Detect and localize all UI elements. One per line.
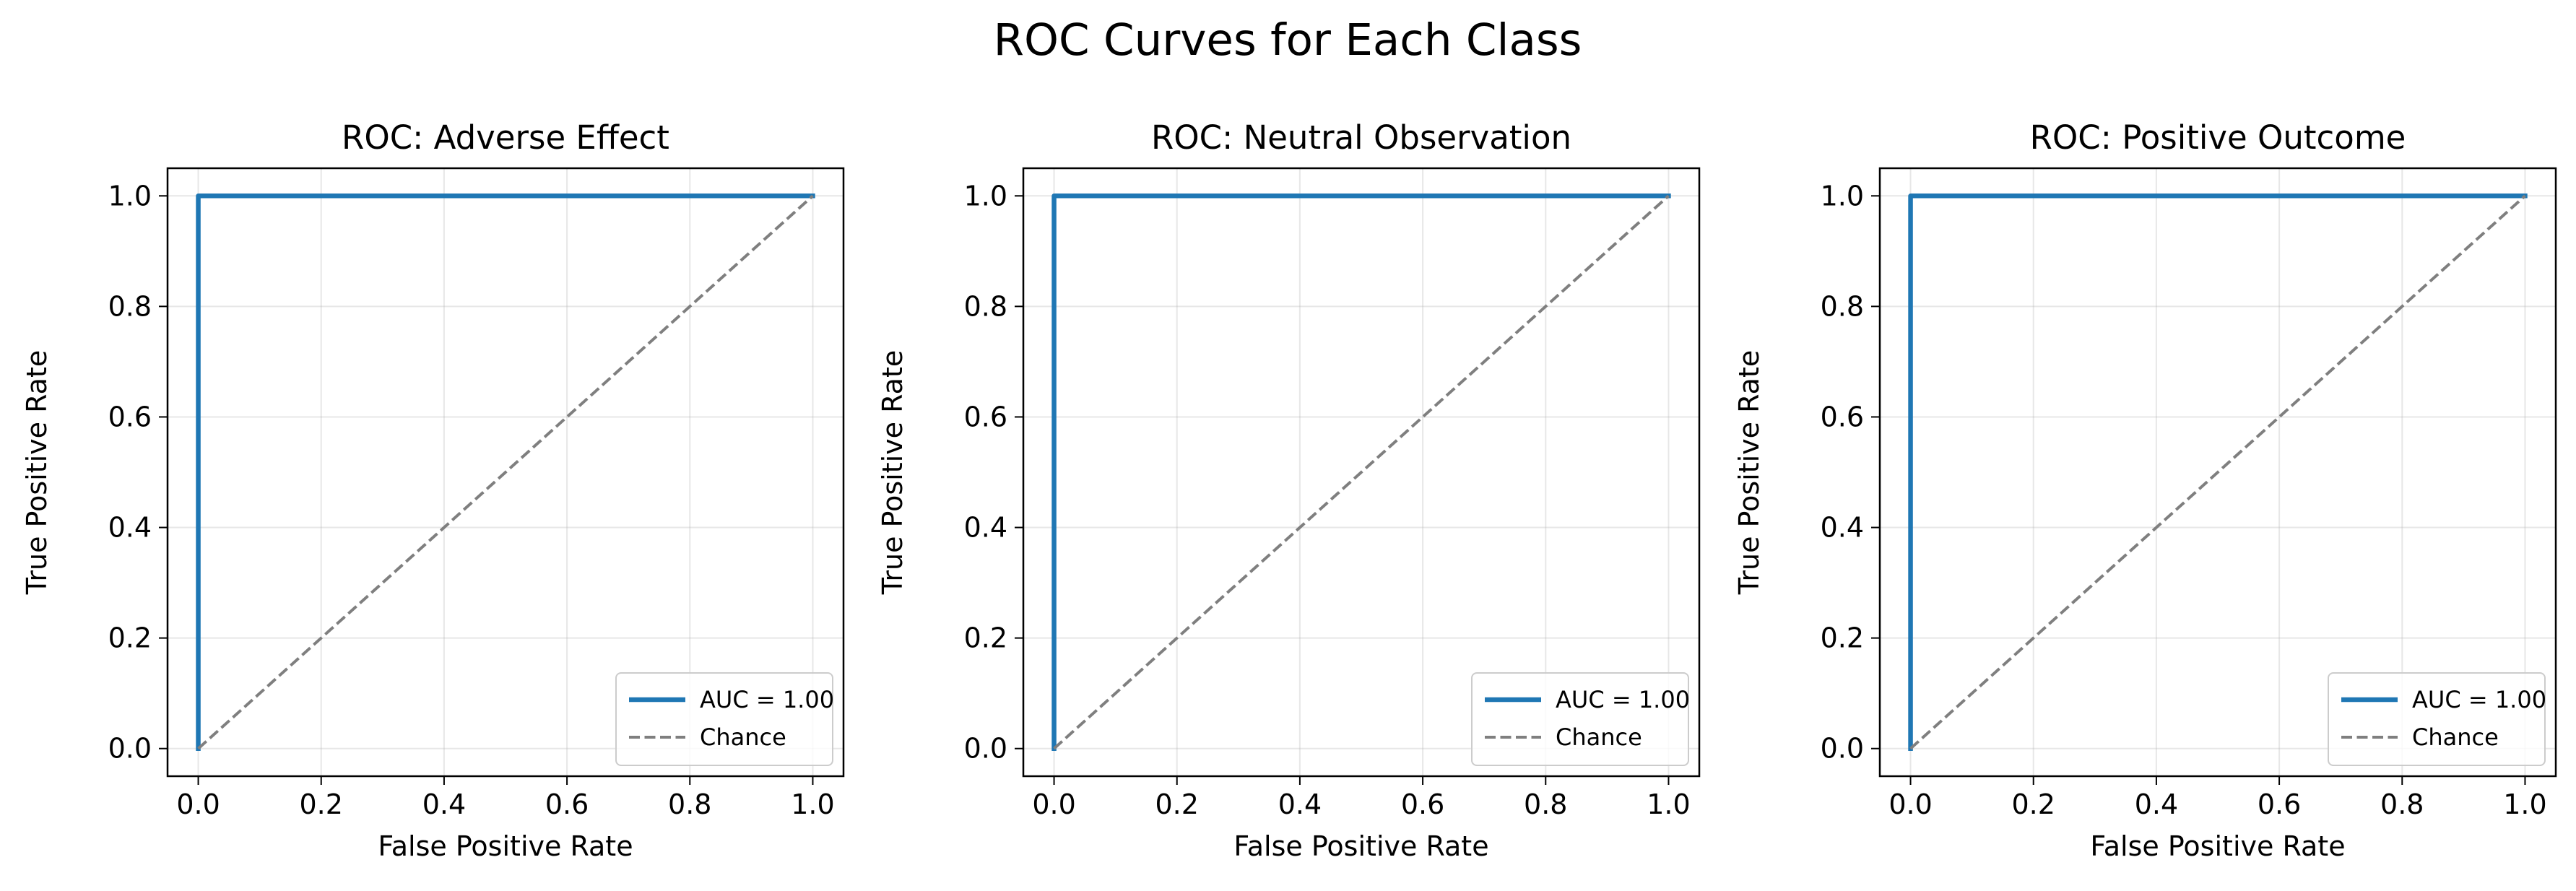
x-tick-label: 0.6: [545, 788, 589, 820]
legend-label: Chance: [700, 723, 786, 751]
legend-label: AUC = 1.00: [1556, 686, 1690, 713]
y-axis-label: True Positive Rate: [877, 350, 908, 596]
y-tick-label: 0.2: [1821, 622, 1864, 654]
roc-curve: [1908, 194, 2528, 751]
x-tick-label: 0.6: [1401, 788, 1444, 820]
roc-curve: [196, 194, 815, 751]
axes-frame: [1878, 167, 2557, 778]
y-tick-label: 0.6: [108, 401, 152, 433]
x-tick-label: 0.4: [422, 788, 466, 820]
x-tick-label: 1.0: [1647, 788, 1690, 820]
panel-title: ROC: Neutral Observation: [1151, 118, 1571, 157]
y-tick-label: 0.6: [964, 401, 1007, 433]
legend-box: [2328, 672, 2546, 766]
x-tick-label: 0.4: [2135, 788, 2178, 820]
chance-line: [197, 194, 814, 750]
x-tick-label: 0.8: [2380, 788, 2424, 820]
x-tick-label: 0.8: [1524, 788, 1567, 820]
chart-panel-1: ROC: Adverse Effect 0.0 0.2 0.4 0.6 0.8 1.0 0.0…: [21, 118, 845, 862]
y-tick-label: 0.8: [108, 290, 152, 322]
y-tick-label: 0.4: [1821, 512, 1864, 544]
figure-suptitle: ROC Curves for Each Class: [994, 14, 1582, 66]
y-tick-label: 0.2: [964, 622, 1007, 654]
y-axis-label: True Positive Rate: [1733, 350, 1765, 596]
x-tick-label: 0.4: [1278, 788, 1322, 820]
x-tick-label: 0.6: [2258, 788, 2301, 820]
legend-label: AUC = 1.00: [2412, 686, 2546, 713]
x-axis-label: False Positive Rate: [1233, 830, 1488, 862]
roc-curve: [1051, 194, 1671, 751]
panel-title: ROC: Adverse Effect: [342, 118, 669, 157]
legend-label: Chance: [2412, 723, 2499, 751]
y-tick-label: 1.0: [1821, 180, 1864, 212]
x-tick-label: 0.2: [1155, 788, 1199, 820]
axes-frame: [1022, 167, 1701, 778]
chart-panel-3: ROC: Positive Outcome 0.0 0.2 0.4 0.6 0.8 1.0 0…: [1733, 118, 2557, 862]
legend: AUC = 1.00 Chance: [1471, 672, 1690, 766]
axes-frame: [166, 167, 845, 778]
x-tick-label: 1.0: [791, 788, 834, 820]
legend-box: [1471, 672, 1689, 766]
y-tick-label: 0.4: [108, 512, 152, 544]
legend: AUC = 1.00 Chance: [615, 672, 834, 766]
y-tick-label: 0.0: [1821, 733, 1864, 765]
panel-title: ROC: Positive Outcome: [2030, 118, 2406, 157]
x-axis-label: False Positive Rate: [378, 830, 633, 862]
x-tick-label: 0.2: [300, 788, 343, 820]
y-tick-label: 1.0: [964, 180, 1007, 212]
y-tick-label: 0.0: [108, 733, 152, 765]
legend-label: Chance: [1556, 723, 1642, 751]
y-tick-label: 0.8: [964, 290, 1007, 322]
legend-box: [615, 672, 833, 766]
x-axis-label: False Positive Rate: [2090, 830, 2345, 862]
chart-panel-2: ROC: Neutral Observation 0.0 0.2 0.4 0.6 0.8 1…: [877, 118, 1701, 862]
legend: AUC = 1.00 Chance: [2328, 672, 2546, 766]
y-tick-label: 0.2: [108, 622, 152, 654]
y-axis-label: True Positive Rate: [21, 350, 53, 596]
x-tick-label: 0.0: [1032, 788, 1075, 820]
y-tick-label: 0.4: [964, 512, 1007, 544]
x-tick-label: 0.8: [668, 788, 711, 820]
x-tick-label: 1.0: [2503, 788, 2546, 820]
chance-line: [1053, 194, 1670, 750]
legend-label: AUC = 1.00: [700, 686, 834, 713]
x-tick-label: 0.0: [176, 788, 220, 820]
y-tick-label: 0.6: [1821, 401, 1864, 433]
x-tick-label: 0.2: [2012, 788, 2055, 820]
y-tick-label: 1.0: [108, 180, 152, 212]
y-tick-label: 0.8: [1821, 290, 1864, 322]
x-tick-label: 0.0: [1888, 788, 1932, 820]
chart-panels: ROC: Adverse Effect 0.0 0.2 0.4 0.6 0.8 1.0 0.0…: [21, 118, 2557, 862]
y-tick-label: 0.0: [964, 733, 1007, 765]
chance-line: [1909, 194, 2526, 750]
